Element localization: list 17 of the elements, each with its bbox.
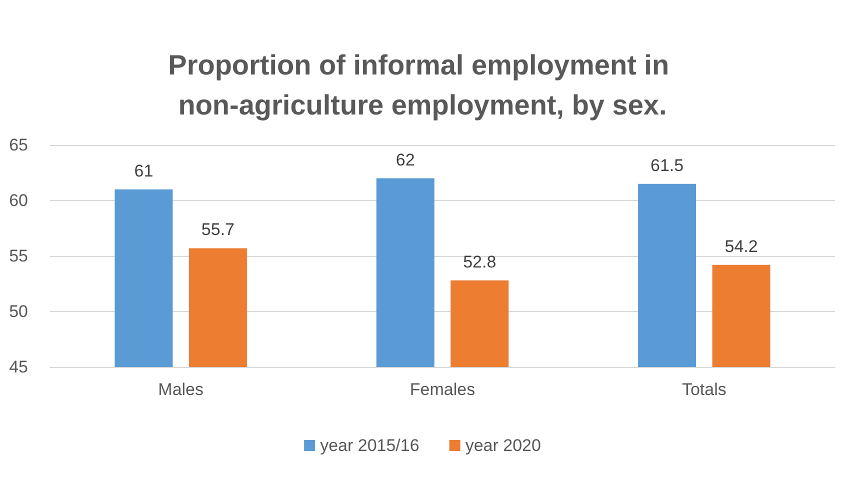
- data-label: 61.5: [650, 156, 684, 175]
- y-tick-label: 65: [9, 136, 28, 154]
- y-tick-label: 50: [9, 302, 28, 321]
- x-tick-label: Males: [158, 380, 204, 399]
- y-tick-label: 55: [9, 246, 28, 266]
- y-tick-label: 60: [9, 191, 28, 210]
- data-label: 55.7: [201, 220, 234, 240]
- y-tick-label: 45: [9, 358, 28, 376]
- data-label: 61: [134, 161, 154, 180]
- data-label: 54.2: [724, 236, 758, 256]
- x-tick-label: Females: [410, 380, 476, 399]
- legend-label: year 2015/16: [320, 436, 420, 455]
- data-label: 52.8: [463, 252, 496, 272]
- data-label: 62: [396, 150, 415, 170]
- x-tick-label: Totals: [682, 380, 726, 399]
- chart-title: Proportion of informal employment in non-agriculture employment, by sex.: [168, 50, 677, 120]
- legend-label: year 2020: [465, 436, 541, 455]
